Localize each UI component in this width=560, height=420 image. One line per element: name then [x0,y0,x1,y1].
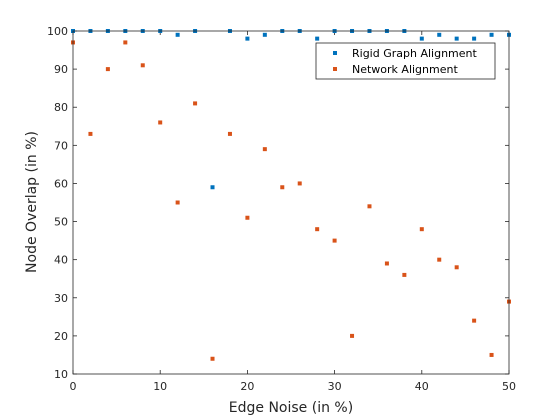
y-tick-label: 60 [54,177,68,190]
y-tick-label: 10 [54,368,68,381]
legend-label-rigid: Rigid Graph Alignment [352,47,478,60]
rigid-graph-alignment-point [262,32,267,37]
network-alignment-point [332,238,337,243]
rigid-graph-alignment-point [472,36,477,41]
x-tick-label: 20 [240,380,254,393]
network-alignment-point [419,227,424,232]
network-alignment-point [472,318,477,323]
x-axis-label: Edge Noise (in %) [229,400,353,416]
network-alignment-point [262,147,267,152]
network-alignment-point [105,67,110,72]
network-alignment-point [437,257,442,262]
network-alignment-point [489,352,494,357]
legend-marker-rigid [333,51,337,55]
rigid-graph-alignment-point [454,36,459,41]
network-alignment-point [402,272,407,277]
legend-label-network: Network Alignment [352,63,458,76]
y-tick-label: 90 [54,63,68,76]
network-alignment-point [210,356,215,361]
network-alignment-point [227,131,232,136]
rigid-graph-alignment-point [419,36,424,41]
network-alignment-point [245,215,250,220]
legend-marker-network [333,67,337,71]
y-tick-label: 40 [54,254,68,267]
network-alignment-point [315,227,320,232]
rigid-graph-alignment-point [489,32,494,37]
rigid-graph-alignment-point [210,185,215,190]
network-alignment-point [350,333,355,338]
y-tick-label: 70 [54,139,68,152]
y-tick-label: 50 [54,216,68,229]
legend: Rigid Graph Alignment Network Alignment [315,42,496,80]
network-alignment-point [140,63,145,68]
network-alignment-point [280,185,285,190]
rigid-graph-alignment-point [175,32,180,37]
x-tick-label: 40 [415,380,429,393]
rigid-graph-alignment-point [437,32,442,37]
y-tick-label: 30 [54,292,68,305]
y-tick-label: 80 [54,101,68,114]
legend-box [315,42,496,80]
plot-area [73,31,509,374]
network-alignment-point [175,200,180,205]
y-tick-label: 20 [54,330,68,343]
x-tick-label: 50 [502,380,516,393]
plot-frame [72,30,510,375]
x-tick-label: 10 [153,380,167,393]
network-alignment-point [384,261,389,266]
network-alignment-point [367,204,372,209]
network-alignment-point [454,265,459,270]
rigid-graph-alignment-point [245,36,250,41]
network-alignment-point [193,101,198,106]
network-alignment-point [297,181,302,186]
y-axis-label: Node Overlap (in %) [24,131,40,273]
x-tick-label: 0 [70,380,77,393]
x-tick-label: 30 [328,380,342,393]
network-alignment-point [158,120,163,125]
rigid-graph-alignment-point [315,36,320,41]
network-alignment-point [88,131,93,136]
y-tick-label: 100 [47,25,68,38]
network-alignment-point [123,40,128,45]
